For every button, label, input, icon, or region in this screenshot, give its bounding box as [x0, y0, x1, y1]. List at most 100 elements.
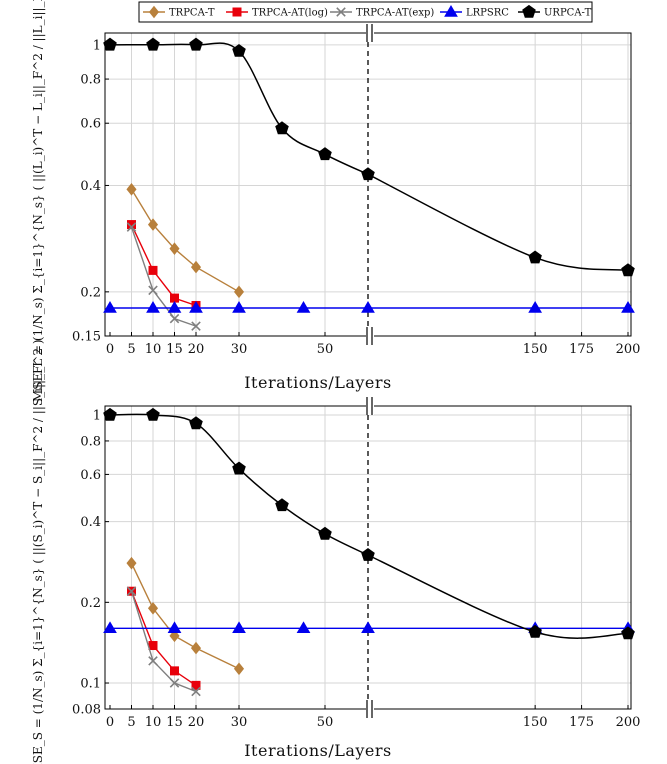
data-point — [361, 547, 375, 561]
chart-panel-top: 0 5 10 15 20 30 50 150 175 200 0.15 0.2 0.4 0.6 0.8 1 It… — [31, 0, 640, 402]
data-point — [167, 301, 182, 313]
series-line — [130, 590, 197, 693]
legend-marker — [522, 4, 536, 18]
x-tick-label: 30 — [231, 715, 248, 730]
data-point — [170, 293, 179, 303]
data-point — [621, 626, 635, 640]
series-line — [130, 562, 240, 670]
y-tick-label: 0.6 — [80, 117, 101, 132]
legend-item: TRPCA-AT(log) — [226, 7, 328, 19]
axis-break-gap — [366, 24, 374, 42]
data-point — [233, 285, 245, 299]
legend-box — [138, 1, 593, 23]
x-axis-label: Iterations/Layers — [244, 741, 392, 760]
x-tick-label: 175 — [569, 342, 594, 357]
y-tick-label: 0.4 — [80, 515, 101, 530]
legend-item: LRPSRC — [440, 5, 509, 19]
y-tick-label: 0.2 — [80, 596, 101, 611]
legend-label: LRPSRC — [466, 8, 509, 19]
data-point — [621, 301, 635, 313]
data-point — [148, 656, 158, 666]
axis-break-gap — [366, 327, 374, 345]
series-urpca-t — [103, 37, 635, 277]
data-point — [528, 624, 542, 638]
legend-marker — [148, 5, 160, 19]
data-point — [146, 301, 160, 313]
y-tick-label: 0.1 — [80, 677, 101, 692]
x-tick-label: 20 — [188, 715, 205, 730]
x-tick-label: 50 — [317, 715, 334, 730]
data-point — [169, 242, 180, 255]
data-point — [126, 556, 137, 570]
series-lrpsrc — [103, 301, 635, 313]
series-urpca-t — [103, 407, 635, 640]
data-point — [361, 301, 375, 313]
legend-label: TRPCA-AT(log) — [252, 8, 328, 19]
data-point — [189, 416, 203, 430]
x-tick-label: 10 — [145, 715, 162, 730]
series-line — [130, 590, 197, 686]
x-tick-label: 175 — [569, 715, 594, 730]
data-point — [191, 680, 201, 690]
x-tick-label: 0 — [106, 715, 114, 730]
data-point — [191, 321, 201, 331]
data-point — [191, 686, 201, 697]
x-tick-label: 15 — [166, 342, 183, 357]
data-point — [296, 301, 311, 313]
data-point — [147, 218, 159, 231]
data-point — [170, 666, 179, 676]
data-point — [169, 313, 180, 324]
y-axis-label: MSE_L = (1/N_s) Σ_{i=1}^{N_s} ( ||(L_i)^… — [31, 0, 45, 402]
data-point — [621, 263, 635, 277]
x-tick-label: 15 — [166, 715, 183, 730]
y-tick-label: 0.15 — [72, 330, 101, 345]
data-point — [275, 498, 289, 512]
data-point — [148, 641, 158, 651]
series-trpca-at-exp- — [126, 586, 201, 697]
legend-item: TRPCA-T — [143, 5, 215, 19]
data-point — [169, 678, 180, 688]
legend-label: URPCA-T — [544, 8, 592, 19]
series-trpca-t — [126, 556, 245, 676]
data-point — [126, 222, 137, 232]
x-tick-label: 150 — [523, 342, 548, 357]
data-point — [318, 147, 332, 161]
data-point — [232, 461, 246, 475]
y-tick-label: 1 — [93, 408, 101, 423]
data-point — [190, 260, 202, 274]
data-point — [232, 621, 246, 634]
y-tick-label: 0.6 — [80, 468, 101, 483]
data-point — [232, 301, 246, 313]
y-tick-label: 0.2 — [80, 285, 101, 300]
series-line — [130, 226, 197, 327]
data-point — [146, 407, 160, 421]
legend-label: TRPCA-AT(exp) — [356, 8, 434, 19]
x-tick-label: 200 — [616, 715, 641, 730]
series-trpca-at-exp- — [126, 222, 201, 331]
data-point — [190, 641, 202, 655]
data-point — [148, 265, 158, 275]
series-line — [367, 554, 629, 639]
data-point — [296, 621, 311, 634]
legend: TRPCA-T TRPCA-AT(log) TRPCA-AT(exp) LRPSRC U… — [138, 1, 593, 23]
series-lrpsrc — [103, 621, 635, 634]
data-point — [146, 37, 160, 51]
data-point — [103, 407, 117, 421]
axis-break-gap — [366, 700, 374, 718]
series-line — [367, 173, 629, 272]
series-trpca-t — [126, 183, 245, 299]
y-axis-label: MSE_S = (1/N_s) Σ_{i=1}^{N_s} ( ||(S_i)^… — [31, 339, 45, 764]
series-line — [130, 224, 197, 307]
x-tick-label: 5 — [127, 342, 135, 357]
axis-break-gap — [366, 397, 374, 415]
data-point — [169, 629, 180, 643]
x-tick-label: 150 — [523, 715, 548, 730]
data-point — [233, 662, 245, 676]
y-tick-label: 0.8 — [80, 73, 101, 88]
data-point — [361, 167, 375, 181]
data-point — [189, 37, 203, 51]
legend-label: TRPCA-T — [169, 8, 215, 19]
data-point — [275, 121, 289, 135]
x-tick-label: 30 — [231, 342, 248, 357]
